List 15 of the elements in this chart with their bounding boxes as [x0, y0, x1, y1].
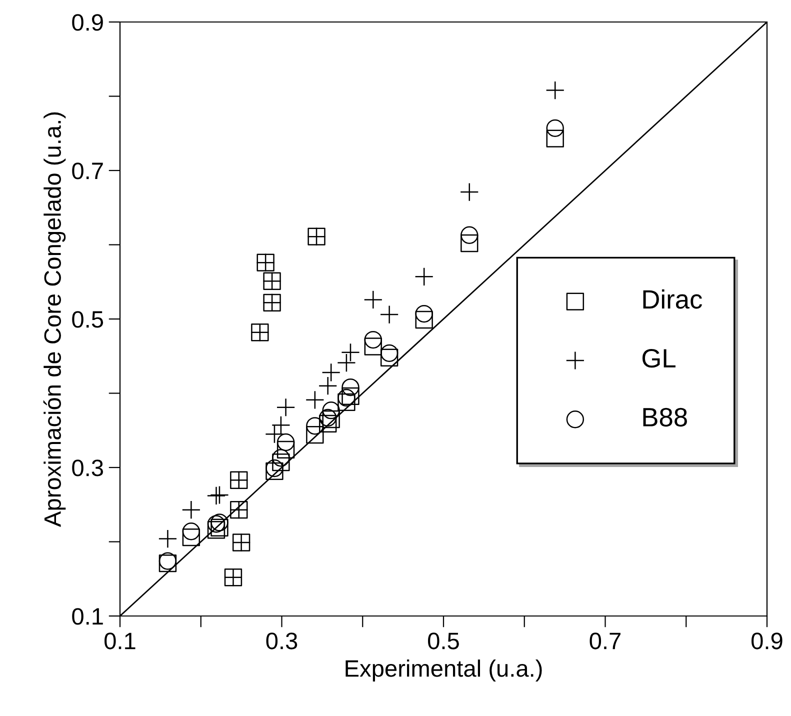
x-tick-label: 0.7 [590, 632, 620, 650]
y-tick-label: 0.1 [72, 608, 103, 625]
x-axis-title: Experimental (u.a.) [346, 660, 542, 682]
x-tick-label: 0.5 [428, 632, 459, 650]
x-tick-label: 0.1 [104, 632, 136, 650]
y-tick-label: 0.3 [72, 460, 103, 476]
y-axis-title: Aproximación de Core Congelado (u.a.) [43, 112, 66, 527]
y-tick-label: 0.7 [72, 162, 103, 180]
x-tick-label: 0.3 [266, 632, 298, 650]
y-tick-label: 0.9 [72, 14, 103, 31]
x-tick-label: 0.9 [752, 632, 782, 650]
y-tick-label: 0.5 [72, 311, 104, 328]
legend-label: GL [642, 348, 676, 368]
legend-label: Dirac [643, 289, 702, 309]
legend-label: B88 [643, 408, 687, 427]
